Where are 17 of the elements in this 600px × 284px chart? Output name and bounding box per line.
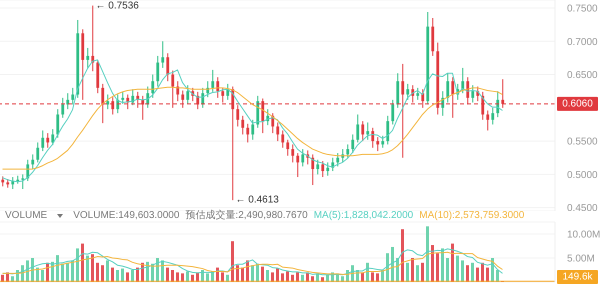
ref-line-label: 0.6060 <box>562 98 594 110</box>
annotation: ← 0.7536 <box>96 0 140 12</box>
annotation: 预估成交量:2,490,980.7670 <box>185 210 308 222</box>
annotation: VOLUME:149,603.0000 <box>73 210 180 222</box>
ref-line-label: 149.6k <box>562 272 594 282</box>
text: MA(10):2,573,759.3000 <box>419 210 524 222</box>
y-tick-label: 0.4500 <box>567 203 598 214</box>
y-tick-label: 0.7000 <box>567 36 598 48</box>
y-tick-label: 10.00M <box>567 230 600 241</box>
annotation: ← 0.4613 <box>236 194 280 206</box>
text: MA(5):1,828,042.2000 <box>314 210 414 222</box>
y-tick-label: 0.7500 <box>567 4 598 15</box>
y-tick-label: 0.5500 <box>567 136 598 148</box>
y-tick-label: 0.5000 <box>567 170 598 181</box>
y-tick-label: 0.6500 <box>567 70 598 82</box>
y-tick-label: 5.00M <box>567 254 595 265</box>
annotation: VOLUME <box>5 210 48 222</box>
